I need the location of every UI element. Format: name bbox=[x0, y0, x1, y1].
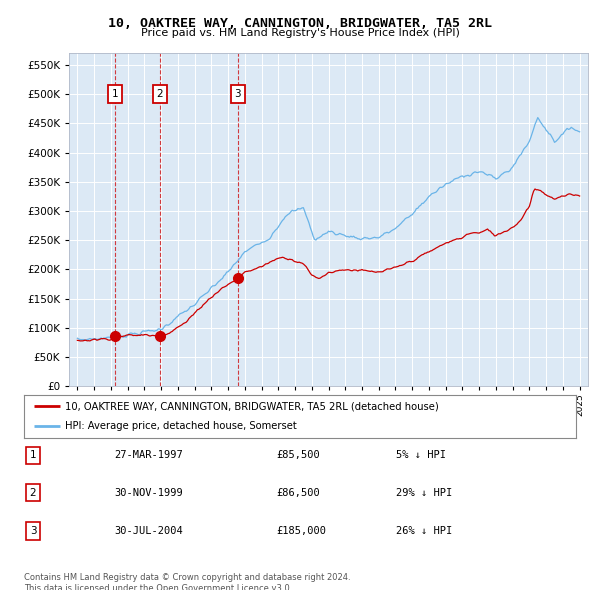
Text: Price paid vs. HM Land Registry's House Price Index (HPI): Price paid vs. HM Land Registry's House … bbox=[140, 28, 460, 38]
Text: 26% ↓ HPI: 26% ↓ HPI bbox=[396, 526, 452, 536]
Text: 10, OAKTREE WAY, CANNINGTON, BRIDGWATER, TA5 2RL (detached house): 10, OAKTREE WAY, CANNINGTON, BRIDGWATER,… bbox=[65, 401, 439, 411]
Text: 5% ↓ HPI: 5% ↓ HPI bbox=[396, 451, 446, 460]
Text: 10, OAKTREE WAY, CANNINGTON, BRIDGWATER, TA5 2RL: 10, OAKTREE WAY, CANNINGTON, BRIDGWATER,… bbox=[108, 17, 492, 30]
Text: 2: 2 bbox=[29, 488, 37, 497]
Text: 2: 2 bbox=[157, 89, 163, 99]
Text: 30-JUL-2004: 30-JUL-2004 bbox=[114, 526, 183, 536]
Text: £86,500: £86,500 bbox=[276, 488, 320, 497]
Text: £185,000: £185,000 bbox=[276, 526, 326, 536]
Text: £85,500: £85,500 bbox=[276, 451, 320, 460]
Text: 3: 3 bbox=[29, 526, 37, 536]
Text: HPI: Average price, detached house, Somerset: HPI: Average price, detached house, Some… bbox=[65, 421, 297, 431]
Text: Contains HM Land Registry data © Crown copyright and database right 2024.
This d: Contains HM Land Registry data © Crown c… bbox=[24, 573, 350, 590]
Text: 30-NOV-1999: 30-NOV-1999 bbox=[114, 488, 183, 497]
Text: 3: 3 bbox=[235, 89, 241, 99]
Text: 1: 1 bbox=[29, 451, 37, 460]
Text: 27-MAR-1997: 27-MAR-1997 bbox=[114, 451, 183, 460]
Text: 29% ↓ HPI: 29% ↓ HPI bbox=[396, 488, 452, 497]
Text: 1: 1 bbox=[112, 89, 118, 99]
